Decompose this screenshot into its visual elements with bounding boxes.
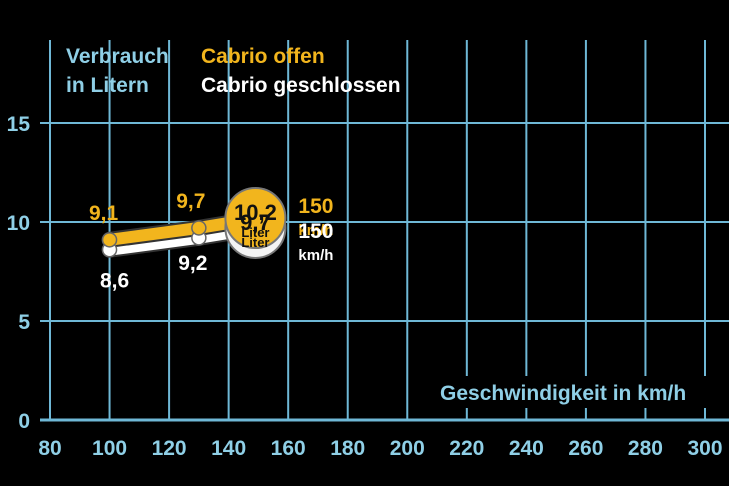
speed-closed-value: 150 bbox=[298, 220, 333, 243]
x-tick-label-180: 180 bbox=[330, 437, 365, 460]
data-label-closed-1: 9,2 bbox=[178, 252, 207, 275]
x-tick-label-160: 160 bbox=[271, 437, 306, 460]
bubble-closed-unit: Liter bbox=[241, 235, 269, 250]
x-tick-label-120: 120 bbox=[152, 437, 187, 460]
x-tick-label-140: 140 bbox=[211, 437, 246, 460]
y-tick-label-0: 0 bbox=[18, 410, 30, 433]
bubble-open-value: 10,2 bbox=[234, 200, 277, 225]
speed-open-unit: km/h bbox=[298, 222, 333, 239]
x-tick-label-200: 200 bbox=[390, 437, 425, 460]
x-tick-label-300: 300 bbox=[687, 437, 722, 460]
bubble-closed-value: 9,7 bbox=[240, 210, 271, 235]
data-label-closed-0: 8,6 bbox=[100, 270, 129, 293]
data-label-open-0: 9,1 bbox=[89, 202, 119, 225]
y-tick-label-5: 5 bbox=[18, 311, 30, 334]
y-axis-label-line1: Verbrauch bbox=[66, 45, 169, 68]
x-axis-label: Geschwindigkeit in km/h bbox=[440, 382, 686, 405]
y-tick-label-10: 10 bbox=[7, 212, 30, 235]
x-tick-label-220: 220 bbox=[449, 437, 484, 460]
speed-open-value: 150 bbox=[298, 195, 333, 218]
bubble-open-unit: Liter bbox=[241, 225, 269, 240]
bubble-open bbox=[224, 187, 287, 250]
grid-layer bbox=[40, 40, 729, 422]
series-layer bbox=[101, 187, 287, 259]
point-open-1 bbox=[191, 220, 207, 236]
y-axis-label-line2: in Litern bbox=[66, 74, 149, 97]
legend-cabrio-geschlossen: Cabrio geschlossen bbox=[201, 74, 401, 97]
text-layer: Verbrauch in Litern Cabrio offen Cabrio … bbox=[7, 45, 724, 460]
x-axis-label-bg bbox=[432, 376, 724, 408]
speed-closed-unit: km/h bbox=[298, 247, 333, 264]
data-label-open-1: 9,7 bbox=[176, 190, 205, 213]
x-tick-label-260: 260 bbox=[568, 437, 603, 460]
point-open-0 bbox=[101, 232, 118, 248]
x-tick-label-80: 80 bbox=[38, 437, 61, 460]
x-tick-label-100: 100 bbox=[92, 437, 127, 460]
legend-cabrio-offen: Cabrio offen bbox=[201, 45, 325, 68]
y-tick-label-15: 15 bbox=[7, 113, 31, 136]
x-tick-label-240: 240 bbox=[509, 437, 544, 460]
x-tick-label-280: 280 bbox=[628, 437, 663, 460]
